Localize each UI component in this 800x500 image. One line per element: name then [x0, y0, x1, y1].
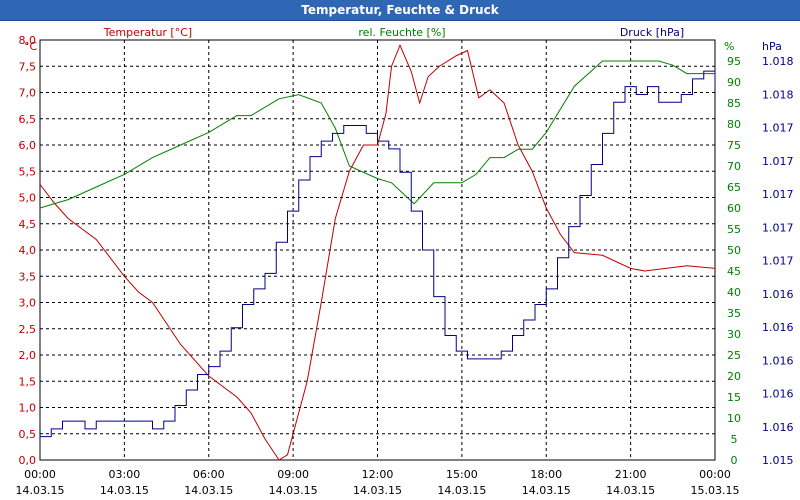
x-tick-time: 21:00 — [615, 468, 647, 481]
humidity-axis-title: rel. Feuchte [%] — [358, 26, 445, 39]
x-tick-date: 14.03.15 — [269, 484, 318, 497]
temperature-tick: 6,5 — [19, 113, 37, 126]
humidity-tick: 0 — [731, 454, 738, 467]
temperature-axis-title: Temperatur [°C] — [103, 26, 192, 39]
x-tick-date: 14.03.15 — [353, 484, 402, 497]
humidity-tick: 45 — [727, 265, 741, 278]
humidity-tick: 35 — [727, 307, 741, 320]
pressure-unit: hPa — [762, 40, 782, 53]
humidity-line — [39, 60, 715, 209]
temperature-tick: 7,5 — [19, 60, 37, 73]
x-tick-date: 14.03.15 — [606, 484, 655, 497]
pressure-tick: 1.016 — [762, 321, 794, 334]
x-tick-time: 15:00 — [446, 468, 478, 481]
x-tick-date: 14.03.15 — [184, 484, 233, 497]
pressure-tick: 1.017 — [762, 221, 794, 234]
pressure-axis-title: Druck [hPa] — [620, 26, 684, 39]
humidity-tick: 80 — [727, 118, 741, 131]
temperature-tick: 1,5 — [19, 375, 37, 388]
humidity-tick: 40 — [727, 286, 741, 299]
temperature-tick: 3,0 — [19, 297, 37, 310]
humidity-tick: 85 — [727, 97, 741, 110]
x-tick-time: 06:00 — [193, 468, 225, 481]
pressure-tick: 1.016 — [762, 354, 794, 367]
pressure-tick: 1.018 — [762, 88, 794, 101]
humidity-tick: 15 — [727, 391, 741, 404]
temperature-line — [39, 43, 716, 461]
pressure-tick: 1.016 — [762, 421, 794, 434]
humidity-tick: 10 — [727, 412, 741, 425]
humidity-tick: 95 — [727, 55, 741, 68]
humidity-tick: 55 — [727, 223, 741, 236]
temperature-tick: 2,5 — [19, 323, 37, 336]
humidity-tick: 75 — [727, 139, 741, 152]
temperature-tick: 4,5 — [19, 218, 37, 231]
humidity-unit: % — [724, 40, 734, 53]
humidity-tick: 70 — [727, 160, 741, 173]
x-tick-time: 00:00 — [699, 468, 731, 481]
pressure-tick: 1.015 — [762, 454, 794, 467]
temperature-tick: 4,0 — [19, 244, 37, 257]
temperature-unit: °C — [24, 40, 38, 53]
x-tick-date: 14.03.15 — [16, 484, 65, 497]
temperature-tick: 5,0 — [19, 192, 37, 205]
chart-title: Temperatur, Feuchte & Druck — [301, 3, 499, 17]
x-tick-date: 15.03.15 — [691, 484, 740, 497]
pressure-tick: 1.017 — [762, 122, 794, 135]
x-tick-time: 18:00 — [530, 468, 562, 481]
pressure-tick: 1.018 — [762, 55, 794, 68]
pressure-tick: 1.016 — [762, 288, 794, 301]
humidity-tick: 60 — [727, 202, 741, 215]
temperature-tick: 5,5 — [19, 165, 37, 178]
temperature-tick: 7,0 — [19, 87, 37, 100]
axes: 00:00 14.03.15 03:00 14.03.15 06:00 14.03.15 0… — [16, 34, 794, 497]
x-tick-time: 03:00 — [109, 468, 141, 481]
temperature-tick: 8,0 — [19, 34, 37, 47]
humidity-tick: 25 — [727, 349, 741, 362]
temperature-tick: 2,0 — [19, 349, 37, 362]
x-tick-time: 09:00 — [277, 468, 309, 481]
pressure-tick: 1.017 — [762, 255, 794, 268]
humidity-tick: 20 — [727, 370, 741, 383]
temperature-tick: 0,5 — [19, 428, 37, 441]
humidity-tick: 90 — [727, 76, 741, 89]
axis-labels: Temperatur [°C] rel. Feuchte [%] Druck [… — [24, 26, 782, 53]
temperature-tick: 6,0 — [19, 139, 37, 152]
pressure-tick: 1.016 — [762, 388, 794, 401]
humidity-tick: 30 — [727, 328, 741, 341]
temperature-tick: 1,0 — [19, 402, 37, 415]
humidity-tick: 65 — [727, 181, 741, 194]
x-tick-date: 14.03.15 — [522, 484, 571, 497]
pressure-tick: 1.017 — [762, 188, 794, 201]
pressure-line — [40, 70, 716, 438]
x-tick-date: 14.03.15 — [437, 484, 486, 497]
x-tick-date: 14.03.15 — [100, 484, 149, 497]
temperature-tick: 0,0 — [19, 454, 37, 467]
series-group — [39, 43, 716, 461]
humidity-tick: 5 — [731, 433, 738, 446]
x-tick-time: 00:00 — [24, 468, 56, 481]
x-tick-time: 12:00 — [362, 468, 394, 481]
title-bar: Temperatur, Feuchte & Druck — [0, 0, 800, 21]
humidity-tick: 50 — [727, 244, 741, 257]
pressure-tick: 1.017 — [762, 155, 794, 168]
temperature-tick: 3,5 — [19, 270, 37, 283]
